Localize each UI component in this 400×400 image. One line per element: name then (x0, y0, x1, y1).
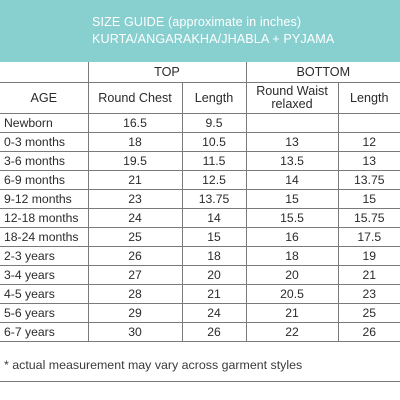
round-chest-cell: 18 (87, 132, 183, 152)
round-waist-cell: 15.5 (245, 208, 339, 228)
table-row: 5-6 years 29 24 21 25 (0, 303, 400, 323)
round-chest-cell: 28 (87, 284, 183, 304)
column-header-round-waist: Round Waist relaxed (245, 82, 339, 114)
round-waist-cell: 20.5 (245, 284, 339, 304)
table-row: Newborn 16.5 9.5 (0, 113, 400, 133)
table-row: 3-6 months 19.5 11.5 13.5 13 (0, 151, 400, 171)
bottom-length-cell: 26 (337, 322, 400, 342)
measurement-footnote: * actual measurement may vary across gar… (4, 358, 303, 372)
group-header-row: TOP BOTTOM (0, 62, 400, 83)
table-row: 12-18 months 24 14 15.5 15.75 (0, 208, 400, 228)
table-row: 4-5 years 28 21 20.5 23 (0, 284, 400, 304)
round-waist-cell: 20 (245, 265, 339, 285)
age-cell: 0-3 months (0, 132, 89, 152)
age-cell: 4-5 years (0, 284, 89, 304)
group-header-top: TOP (87, 62, 247, 83)
round-waist-cell: 13 (245, 132, 339, 152)
table-row: 6-9 months 21 12.5 14 13.75 (0, 170, 400, 190)
bottom-length-cell: 19 (337, 246, 400, 266)
round-waist-cell: 18 (245, 246, 339, 266)
bottom-length-cell: 15 (337, 189, 400, 209)
age-cell: 6-7 years (0, 322, 89, 342)
column-header-age: AGE (0, 82, 89, 114)
top-length-cell: 15 (181, 227, 247, 247)
bottom-length-cell: 15.75 (337, 208, 400, 228)
top-length-cell: 9.5 (181, 113, 247, 133)
table-row: 6-7 years 30 26 22 26 (0, 322, 400, 342)
table-row: 3-4 years 27 20 20 21 (0, 265, 400, 285)
bottom-length-cell: 13.75 (337, 170, 400, 190)
top-length-cell: 26 (181, 322, 247, 342)
column-header-row: AGE Round Chest Length Round Waist relax… (0, 82, 400, 114)
footer-divider (0, 381, 400, 382)
size-guide-title: SIZE GUIDE (approximate in inches) (92, 15, 302, 29)
top-length-cell: 14 (181, 208, 247, 228)
column-header-top-length: Length (181, 82, 247, 114)
age-cell: 9-12 months (0, 189, 89, 209)
round-chest-cell: 24 (87, 208, 183, 228)
round-chest-cell: 21 (87, 170, 183, 190)
round-chest-cell: 27 (87, 265, 183, 285)
age-cell: 12-18 months (0, 208, 89, 228)
top-length-cell: 12.5 (181, 170, 247, 190)
round-chest-cell: 30 (87, 322, 183, 342)
round-waist-cell: 22 (245, 322, 339, 342)
group-header-bottom: BOTTOM (245, 62, 400, 83)
bottom-length-cell: 25 (337, 303, 400, 323)
table-row: 0-3 months 18 10.5 13 12 (0, 132, 400, 152)
age-cell: 3-6 months (0, 151, 89, 171)
top-length-cell: 10.5 (181, 132, 247, 152)
round-chest-cell: 26 (87, 246, 183, 266)
age-cell: 3-4 years (0, 265, 89, 285)
size-guide-header: SIZE GUIDE (approximate in inches) KURTA… (0, 0, 400, 62)
age-cell: 5-6 years (0, 303, 89, 323)
top-length-cell: 11.5 (181, 151, 247, 171)
column-header-round-chest: Round Chest (87, 82, 183, 114)
size-guide-subtitle: KURTA/ANGARAKHA/JHABLA + PYJAMA (92, 32, 335, 46)
round-chest-cell: 16.5 (87, 113, 183, 133)
round-chest-cell: 23 (87, 189, 183, 209)
table-row: 2-3 years 26 18 18 19 (0, 246, 400, 266)
round-waist-cell: 15 (245, 189, 339, 209)
bottom-length-cell: 23 (337, 284, 400, 304)
age-cell: 2-3 years (0, 246, 89, 266)
bottom-length-cell: 12 (337, 132, 400, 152)
bottom-length-cell: 13 (337, 151, 400, 171)
age-cell: 6-9 months (0, 170, 89, 190)
top-length-cell: 21 (181, 284, 247, 304)
bottom-length-cell (337, 113, 400, 133)
round-chest-cell: 19.5 (87, 151, 183, 171)
table-row: 9-12 months 23 13.75 15 15 (0, 189, 400, 209)
round-waist-cell (245, 113, 339, 133)
top-length-cell: 24 (181, 303, 247, 323)
top-length-cell: 13.75 (181, 189, 247, 209)
round-waist-cell: 21 (245, 303, 339, 323)
group-header-blank (0, 62, 89, 83)
round-waist-cell: 16 (245, 227, 339, 247)
top-length-cell: 20 (181, 265, 247, 285)
round-waist-cell: 14 (245, 170, 339, 190)
round-chest-cell: 25 (87, 227, 183, 247)
top-length-cell: 18 (181, 246, 247, 266)
age-cell: Newborn (0, 113, 89, 133)
column-header-bottom-length: Length (337, 82, 400, 114)
round-waist-cell: 13.5 (245, 151, 339, 171)
bottom-length-cell: 17.5 (337, 227, 400, 247)
table-row: 18-24 months 25 15 16 17.5 (0, 227, 400, 247)
bottom-length-cell: 21 (337, 265, 400, 285)
round-chest-cell: 29 (87, 303, 183, 323)
size-guide-table: TOP BOTTOM AGE Round Chest Length Round … (0, 62, 400, 342)
age-cell: 18-24 months (0, 227, 89, 247)
